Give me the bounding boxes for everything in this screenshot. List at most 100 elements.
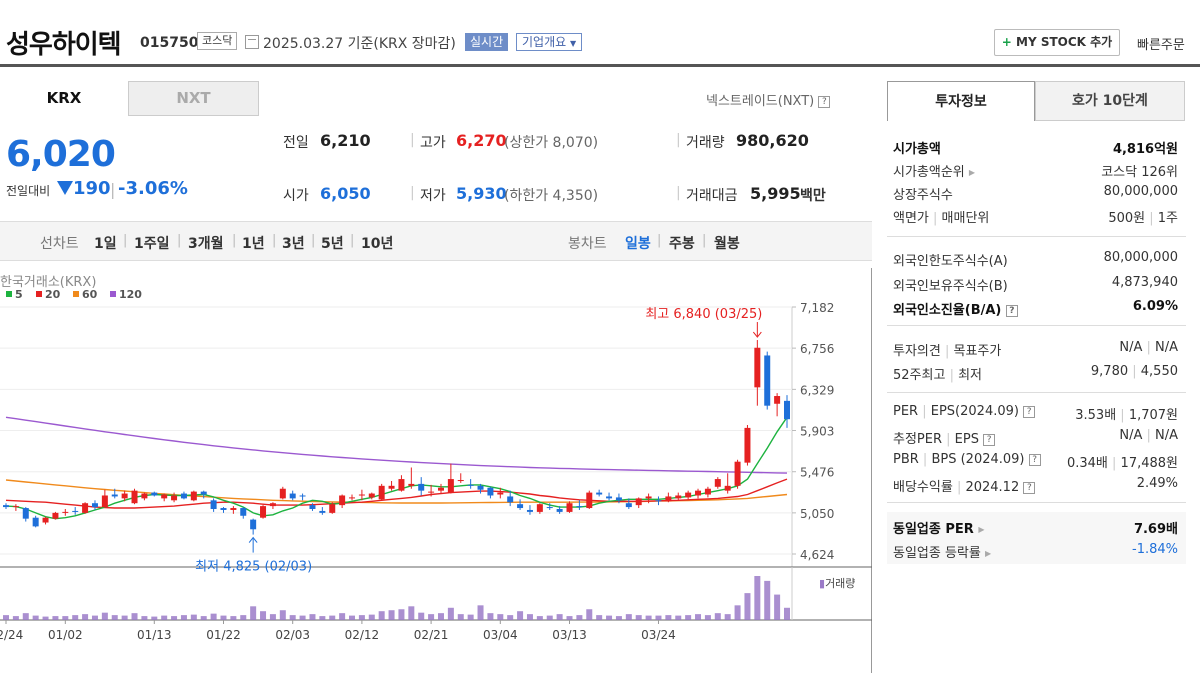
volume-bar (437, 613, 444, 620)
company-overview-button[interactable]: 기업개요 ▼ (516, 33, 583, 51)
tab-investment-info[interactable]: 투자정보 (887, 81, 1035, 121)
row-per: PER | EPS(2024.09) ? 3.53배 | 1,707원 (887, 400, 1186, 423)
candle-body (467, 484, 474, 486)
volume-bar (764, 580, 771, 620)
realtime-button[interactable]: 실시간 (465, 33, 509, 51)
foreign-hold-label: 외국인보유주식수(B) (893, 279, 1008, 294)
high-label: 고가 (420, 135, 446, 151)
volume-value: 980,620 (736, 131, 809, 150)
volume-bar (82, 614, 89, 620)
pbr-value: 0.34배 | 17,488원 (1066, 456, 1178, 471)
tab-krx[interactable]: KRX (0, 81, 128, 116)
candle-body (704, 488, 711, 495)
price-chart-svg[interactable]: 한국거래소(KRX) 5 20 60 120 7,182 6,756 6,329 5,903… (0, 262, 872, 673)
candle-body (576, 506, 583, 508)
help-icon[interactable]: ? (983, 433, 996, 446)
date-basis: 2025.03.27 기준(KRX 장마감) (263, 36, 456, 52)
week52-label: 52주최고 | 최저 (893, 368, 983, 383)
row-est-per: 추정PER | EPS ? N/A | N/A (887, 424, 1186, 447)
y-tick-label: 4,624 (800, 548, 834, 562)
shares-label: 상장주식수 (893, 188, 953, 203)
candle-body (319, 510, 326, 513)
help-icon[interactable]: ? (1028, 453, 1041, 466)
volume-bar (774, 594, 781, 620)
divider: | (311, 233, 316, 248)
x-tick-label: 12/24 (0, 628, 23, 642)
candles (3, 340, 790, 535)
x-tick-label: 02/12 (345, 628, 380, 642)
y-tick-label: 7,182 (800, 301, 834, 315)
divider (887, 502, 1186, 503)
volume-bar (635, 615, 642, 620)
ma120-line (5, 416, 788, 474)
period-3y[interactable]: 3년 (282, 236, 305, 252)
divider: | (676, 132, 681, 148)
chart-annotations: 최고 6,840 (03/25) 최저 4,825 (02/03) (195, 307, 762, 575)
candle-body (675, 495, 682, 499)
volume-bar (477, 605, 484, 620)
cap-rank-label: 시가총액순위 ▶ (893, 165, 976, 180)
help-icon[interactable]: ? (1023, 405, 1036, 418)
volume-bar (714, 613, 721, 620)
candle-weekly[interactable]: 주봉 (669, 236, 695, 252)
my-stock-add-button[interactable]: + MY STOCK 추가 (994, 29, 1120, 56)
volume-bar (497, 614, 504, 620)
candle-body (121, 493, 128, 499)
help-icon[interactable]: ? (1023, 481, 1036, 494)
divider: | (657, 233, 662, 248)
period-1d[interactable]: 1일 (94, 236, 117, 252)
nxt-info-link[interactable]: 넥스트레이드(NXT) ? (706, 90, 831, 109)
candle-body (3, 505, 9, 508)
ma20-line (5, 478, 788, 509)
volume-bar (704, 615, 711, 620)
period-3m[interactable]: 3개월 (188, 236, 224, 252)
candle-body (200, 491, 207, 495)
candle-body (487, 487, 494, 496)
candle-body (289, 493, 296, 499)
candle-body (378, 485, 385, 500)
candle-body (151, 492, 158, 496)
tab-nxt[interactable]: NXT (128, 81, 259, 116)
x-axis: 12/24 01/02 01/13 01/22 02/03 02/12 02/21 03/04… (0, 620, 676, 642)
volume-bar (744, 593, 751, 620)
period-bar: 선차트 1일 | 1주일 | 3개월 | 1년 | 3년 | 5년 | 10년 … (0, 221, 872, 261)
candle-body (299, 495, 306, 497)
row-cap-rank[interactable]: 시가총액순위 ▶ 코스닥 126위 (887, 157, 1186, 180)
volume-bar (279, 610, 286, 620)
period-1w[interactable]: 1주일 (134, 236, 170, 252)
row-sector-per[interactable]: 동일업종 PER ▶ 7.69배 (887, 514, 1186, 537)
candle-daily[interactable]: 일봉 (625, 236, 651, 252)
low-arrow-head (248, 536, 258, 543)
row-shares: 상장주식수 80,000,000 (887, 180, 1186, 203)
dividend-label: 배당수익률 | 2024.12 ? (893, 476, 1036, 495)
tab-order-book[interactable]: 호가 10단계 (1035, 81, 1185, 121)
volume-bar (141, 616, 148, 620)
market-badge: 코스닥 (197, 32, 238, 50)
candle-body (517, 504, 524, 509)
volume-bar (695, 614, 702, 620)
help-icon[interactable]: ? (1005, 304, 1018, 317)
candle-body (695, 490, 702, 496)
volume-bar (467, 614, 474, 620)
period-1y[interactable]: 1년 (242, 236, 265, 252)
high-arrow-head (752, 331, 762, 338)
price-chart[interactable]: 한국거래소(KRX) 5 20 60 120 7,182 6,756 6,329 5,903… (0, 262, 872, 673)
volume-bar (566, 616, 573, 620)
period-5y[interactable]: 5년 (321, 236, 344, 252)
volume-bar (487, 613, 494, 620)
candle-body (507, 496, 514, 503)
row-sector-rate[interactable]: 동일업종 등락률 ▶ -1.84% (887, 538, 1186, 561)
quick-order-link[interactable]: 빠른주문 (1137, 38, 1185, 53)
period-10y[interactable]: 10년 (361, 236, 394, 252)
volume-bar (615, 616, 622, 620)
volume-bar (655, 615, 662, 620)
candle-monthly[interactable]: 월봉 (714, 236, 740, 252)
candle-body (279, 488, 286, 499)
help-icon[interactable]: ? (818, 95, 831, 108)
foreign-rate-label: 외국인소진율(B/A) ? (893, 299, 1018, 318)
volume-bar (111, 615, 118, 620)
volume-bar (358, 615, 365, 620)
divider: | (110, 180, 116, 199)
foreign-limit-label: 외국인한도주식수(A) (893, 254, 1008, 269)
volume-bar (319, 616, 326, 620)
